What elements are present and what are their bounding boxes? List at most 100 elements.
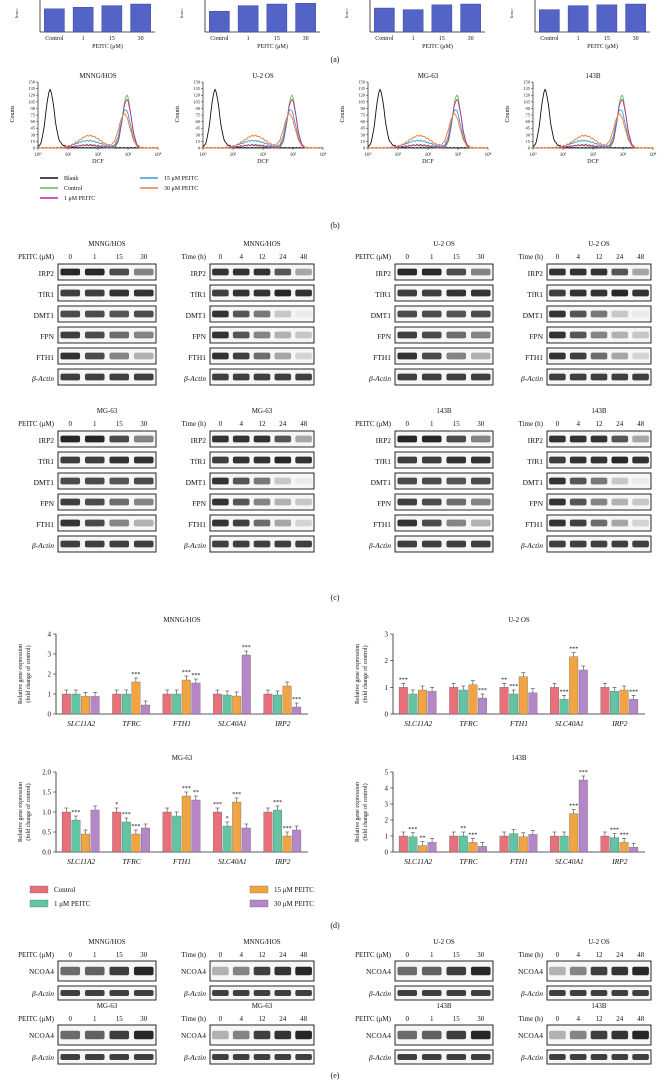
blot-strip-band — [470, 268, 491, 276]
blot-strip-band — [421, 268, 442, 276]
histogram-ytick: 60 — [526, 119, 531, 124]
blot-strip-band — [232, 477, 250, 485]
blot-strip-band — [109, 373, 130, 381]
blot-strip-band — [133, 331, 154, 339]
blot-lane-label: 12 — [596, 420, 604, 428]
gene-bar — [213, 693, 222, 715]
bar-chart-a-ylabel: Iron c — [509, 8, 514, 18]
blot-lane-label: 1 — [430, 420, 434, 428]
blot-strip-band — [84, 435, 105, 443]
blot-protein-label: β-Actin — [31, 541, 54, 550]
actin-strip-frame — [394, 1049, 494, 1065]
histogram-ytick: 30 — [526, 132, 531, 137]
blot-lane-label: 4 — [576, 951, 580, 959]
blot-strip-band — [212, 331, 229, 339]
blot-strip-band — [60, 373, 81, 381]
gene-bar — [222, 825, 232, 853]
blot-strip-band — [60, 331, 81, 339]
actin-strip-band — [295, 990, 312, 996]
blot-strip-band — [549, 268, 566, 276]
blot-strip-band — [295, 373, 312, 381]
histogram-ytick: 45 — [526, 126, 531, 131]
blot-lane-label: 0 — [69, 253, 73, 261]
blot-strip-band — [590, 373, 608, 381]
blot-strip-band — [84, 310, 105, 318]
bar-chart-a-tick: 30 — [138, 36, 144, 42]
gene-chart-ylabel2: (fold change of control) — [25, 783, 32, 840]
histogram-ytick: 0 — [198, 146, 201, 151]
histogram-curve — [367, 109, 489, 149]
blot-strip-band — [549, 498, 566, 506]
actin-strip-band — [232, 990, 250, 996]
ncoa4-strip-band — [397, 966, 418, 976]
gene-chart-ytick: 3 — [48, 651, 52, 659]
ncoa4-strip-band — [253, 1030, 271, 1040]
blot-protein-label: NCOA4 — [518, 967, 543, 976]
gene-chart-ytick: 2 — [385, 657, 389, 665]
blot-protein-label: β-Actin — [368, 1053, 391, 1062]
ncoa4-strip-band — [590, 1030, 608, 1040]
actin-strip-band — [590, 990, 608, 996]
significance-stars: *** — [408, 827, 417, 833]
blot-strip-band — [397, 268, 418, 276]
histogram-ytick: 75 — [526, 113, 531, 118]
blot-lane-label: 15 — [116, 253, 124, 261]
ncoa4-strip-band — [632, 966, 649, 976]
blot-strip-band — [253, 373, 271, 381]
blot-lane-label: 1 — [430, 253, 434, 261]
gene-bar — [292, 829, 302, 853]
gene-chart-ylabel: Relative gene expression — [355, 782, 361, 842]
blot-lane-label: 30 — [477, 951, 485, 959]
gene-bar — [509, 833, 519, 853]
blot-lane-label: 12 — [259, 253, 267, 261]
blot-strip-band — [470, 289, 491, 297]
actin-strip-band — [632, 1054, 649, 1060]
blot-strip-band — [446, 331, 467, 339]
gene-bar — [478, 697, 487, 715]
blot-strip-band — [109, 268, 130, 276]
actin-strip-frame — [394, 985, 494, 1001]
ncoa4-strip-frame — [394, 960, 494, 982]
bar-chart-a-tick: 1 — [247, 36, 250, 42]
histogram-xtick: 10³ — [290, 152, 297, 158]
histogram-curve — [532, 112, 654, 149]
gene-chart-ylabel: Relative gene expression — [18, 782, 24, 842]
gene-bar — [191, 682, 201, 715]
gene-chart-ytick: 5 — [385, 769, 389, 777]
gene-chart-ylabel2: (fold change of control) — [25, 645, 32, 702]
gene-bar — [559, 699, 569, 715]
histogram-curve — [37, 112, 159, 149]
blot-strip-band — [109, 519, 130, 527]
histogram-title: 143B — [585, 72, 601, 80]
significance-stars: *** — [131, 672, 140, 678]
bar-chart-a-tick: 15 — [109, 36, 115, 42]
histogram-curve — [202, 88, 324, 149]
blot-lane-label: 4 — [239, 1015, 243, 1023]
blot-strip-band — [470, 331, 491, 339]
blot-protein-label: NCOA4 — [29, 967, 54, 976]
blot-strip-band — [397, 352, 418, 360]
blot-strip-band — [446, 519, 467, 527]
histogram-xtick: 10⁰ — [529, 152, 536, 158]
blot-protein-label: β-Actin — [183, 1053, 206, 1062]
blot-strip-band — [470, 498, 491, 506]
gene-bar — [427, 691, 437, 715]
blot-strip-band — [611, 373, 629, 381]
histogram-ylabel: Counts — [175, 105, 181, 123]
blot-header: PEITC (μM) — [18, 1015, 55, 1023]
histogram-ytick: 150 — [28, 80, 36, 85]
blot-strip-band — [632, 352, 649, 360]
ncoa4-strip-band — [84, 1030, 105, 1040]
bar-chart-a-bar — [402, 9, 424, 33]
blot-strip-band — [274, 373, 292, 381]
blot-strip-band — [590, 310, 608, 318]
bar-chart-a-bar — [101, 5, 123, 33]
blot-protein-label: IRP2 — [191, 269, 207, 278]
blot-strip-band — [397, 540, 418, 548]
blot-protein-label: DMT1 — [34, 311, 55, 320]
bar-chart-a-tick: 30 — [633, 36, 639, 42]
blot-lane-label: 15 — [453, 951, 461, 959]
blot-protein-label: β-Actin — [520, 989, 543, 998]
blot-strip-frame — [394, 493, 494, 511]
gene-bar — [398, 835, 408, 853]
